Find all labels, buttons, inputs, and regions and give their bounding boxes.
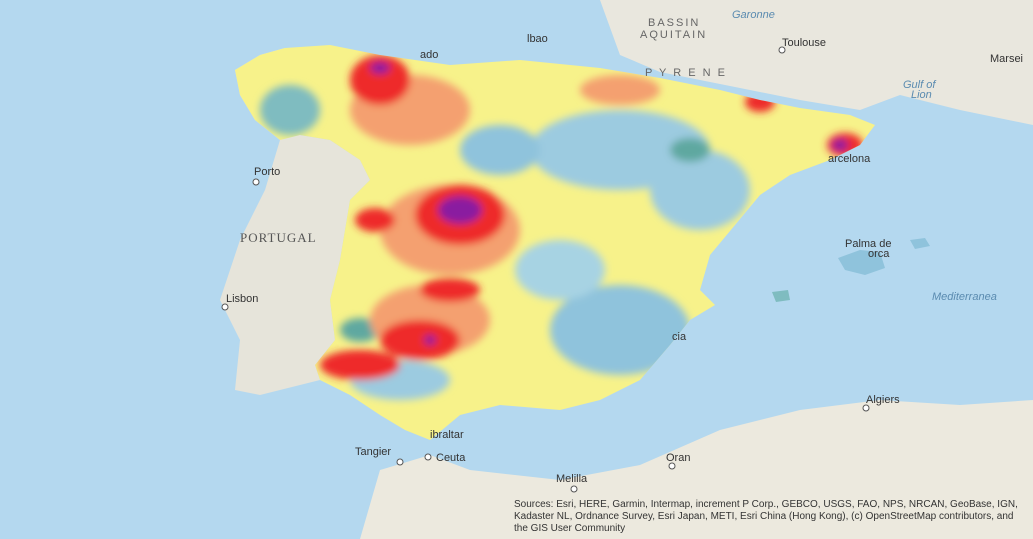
city-label: Toulouse (782, 37, 826, 49)
city-label: Algiers (866, 394, 900, 406)
portugal-land (220, 48, 370, 395)
city-dot (396, 458, 404, 466)
ibiza (772, 290, 790, 302)
city-label: Lisbon (226, 293, 258, 305)
city-label: lbao (527, 33, 548, 45)
river-label: Garonne (732, 9, 775, 21)
region-label: P Y R E N E (645, 67, 727, 79)
city-label: Oran (666, 452, 690, 464)
city-label: Palma de (845, 238, 891, 250)
city-label: ado (420, 49, 438, 61)
city-label: arcelona (828, 153, 871, 165)
city-dot (778, 46, 786, 54)
sea-label: Mediterranea (932, 291, 997, 303)
city-dot (221, 303, 229, 311)
france-land (600, 0, 1033, 125)
city-dot (862, 404, 870, 412)
sea-label: Gulf of (903, 79, 936, 91)
attribution: Sources: Esri, HERE, Garmin, Intermap, i… (514, 499, 1018, 534)
city-dot (424, 453, 432, 461)
city-label: ibraltar (430, 429, 464, 441)
country-label: PORTUGAL (240, 230, 317, 245)
africa-land (360, 400, 1033, 539)
region-label: AQUITAIN (640, 29, 707, 41)
city-label: Marsei (990, 53, 1023, 65)
city-label: Porto (254, 166, 280, 178)
sea-label: Lion (911, 89, 932, 101)
city-dot (668, 462, 676, 470)
city-dot (570, 485, 578, 493)
mallorca (838, 250, 885, 275)
city-label: Melilla (556, 473, 588, 485)
city-dot (252, 178, 260, 186)
city-label: cia (672, 331, 687, 343)
menorca (910, 238, 930, 249)
city-label: Ceuta (436, 452, 466, 464)
region-label: BASSIN (648, 17, 700, 29)
city-label: Tangier (355, 446, 391, 458)
city-label: orca (868, 248, 890, 260)
